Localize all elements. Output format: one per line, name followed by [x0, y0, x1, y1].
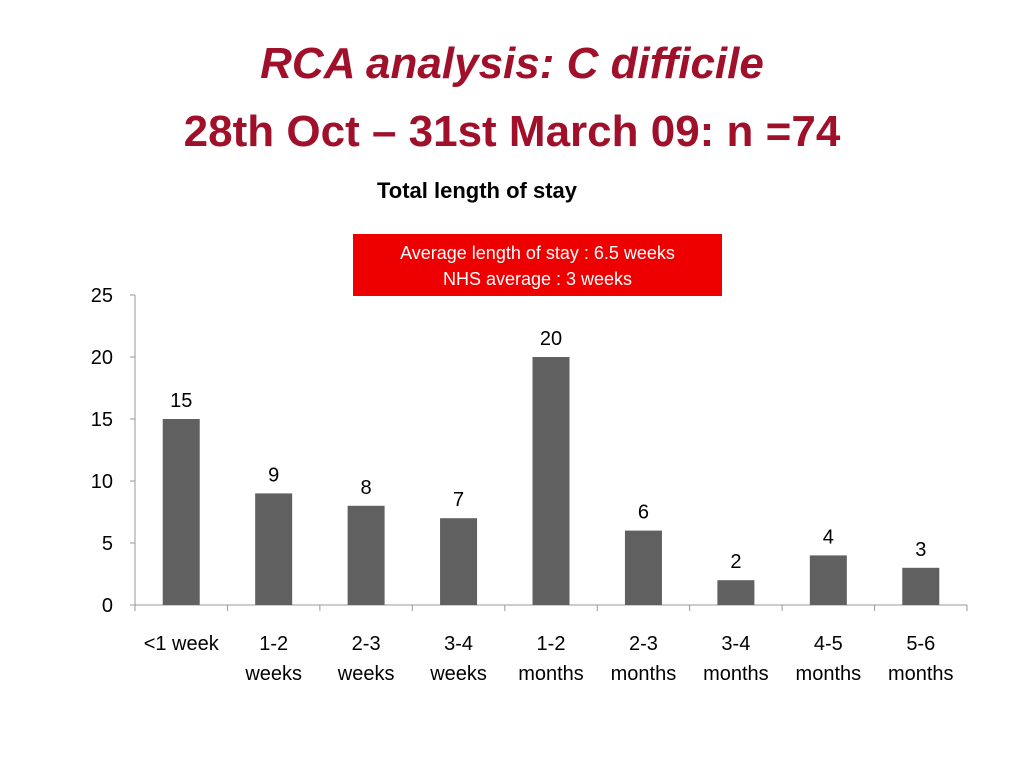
bar	[902, 567, 940, 605]
x-tick-label: 1-2 weeks	[244, 633, 302, 685]
bar	[624, 530, 662, 605]
x-tick-label: <1 week	[144, 633, 220, 655]
x-tick-label: 1-2 months	[518, 633, 584, 685]
x-tick-label: 3-4 weeks	[429, 633, 487, 685]
x-tick-label: 4-5 months	[796, 633, 862, 685]
y-tick-label: 5	[102, 533, 113, 555]
bar	[532, 357, 570, 605]
y-tick-label: 25	[91, 285, 113, 307]
data-label: 15	[170, 390, 192, 412]
average-stay-text: Average length of stay : 6.5 weeks	[400, 243, 675, 263]
nhs-average-text: NHS average : 3 weeks	[442, 269, 633, 289]
bar	[809, 555, 847, 605]
data-label: 8	[361, 477, 372, 499]
chart-title: Total length of stay	[376, 178, 578, 203]
data-label: 6	[638, 502, 649, 524]
average-stay-note: Average length of stay : 6.5 weeks NHS a…	[353, 234, 722, 296]
x-tick-label: 2-3 weeks	[337, 633, 395, 685]
data-label: 2	[730, 551, 741, 573]
y-tick-label: 20	[91, 347, 113, 369]
x-tick-label: 3-4 months	[703, 633, 769, 685]
bar	[717, 580, 755, 605]
data-label: 7	[453, 489, 464, 511]
slide-title-line1: RCA analysis: C difficile	[260, 39, 764, 88]
data-label: 4	[823, 526, 834, 548]
y-tick-label: 0	[102, 595, 113, 617]
data-label: 20	[540, 328, 562, 350]
slide-title-line2: 28th Oct – 31st March 09: n =74	[183, 107, 841, 156]
bar	[162, 419, 200, 605]
data-label: 3	[915, 539, 926, 561]
y-tick-label: 15	[91, 409, 113, 431]
data-label: 9	[268, 464, 279, 486]
bar	[440, 518, 478, 605]
y-tick-label: 10	[91, 471, 113, 493]
x-tick-label: 5-6 months	[888, 633, 954, 685]
bar	[255, 493, 293, 605]
bar	[347, 505, 385, 605]
x-tick-label: 2-3 months	[611, 633, 677, 685]
